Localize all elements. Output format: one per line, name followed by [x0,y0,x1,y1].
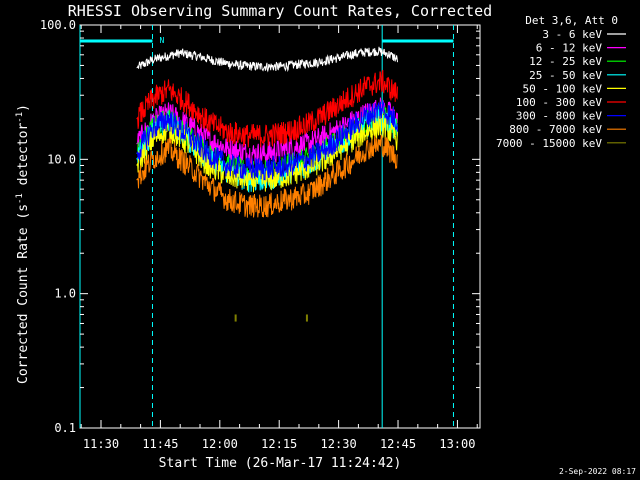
night-label: N [159,36,164,45]
legend-item-label: 25 - 50 keV [529,69,602,82]
y-tick-label: 100.0 [40,18,76,32]
y-tick-label: 10.0 [47,152,76,166]
x-axis-ticks: 11:30 11:45 12:00 12:15 12:30 12:45 13:00 [80,25,478,451]
legend-item-label: 6 - 12 keV [536,42,603,55]
legend-item-label: 7000 - 15000 keV [496,137,602,150]
series-line [136,133,398,218]
series-line [136,46,398,73]
x-tick-label: 11:30 [83,437,119,451]
legend-item-label: 3 - 6 keV [542,28,602,41]
legend-item-label: 100 - 300 keV [516,96,602,109]
x-tick-label: 11:45 [142,437,178,451]
legend-item-label: 300 - 800 keV [516,110,602,123]
date-stamp: 2-Sep-2022 08:17 [559,467,636,476]
x-axis-label: Start Time (26-Mar-17 11:24:42) [159,456,402,471]
series-line [136,99,398,181]
y-axis-label: Corrected Count Rate (s-1 detector-1) [15,104,31,384]
x-tick-label: 13:00 [439,437,475,451]
y-tick-label: 1.0 [54,287,76,301]
y-tick-label: 0.1 [54,421,76,435]
x-tick-label: 12:30 [321,437,357,451]
x-tick-label: 12:15 [261,437,297,451]
legend-item-label: 50 - 100 keV [523,82,603,95]
plot-area: N [79,24,481,429]
legend-header: Det 3,6, Att 0 [525,14,618,27]
legend-item-label: 12 - 25 keV [529,55,602,68]
legend-item-label: 800 - 7000 keV [509,123,602,136]
x-tick-label: 12:00 [202,437,238,451]
y-axis-ticks: 0.1 1.0 10.0 100.0 [40,18,480,435]
x-tick-label: 12:45 [380,437,416,451]
series-line [136,69,398,148]
chart-title: RHESSI Observing Summary Count Rates, Co… [68,2,492,20]
